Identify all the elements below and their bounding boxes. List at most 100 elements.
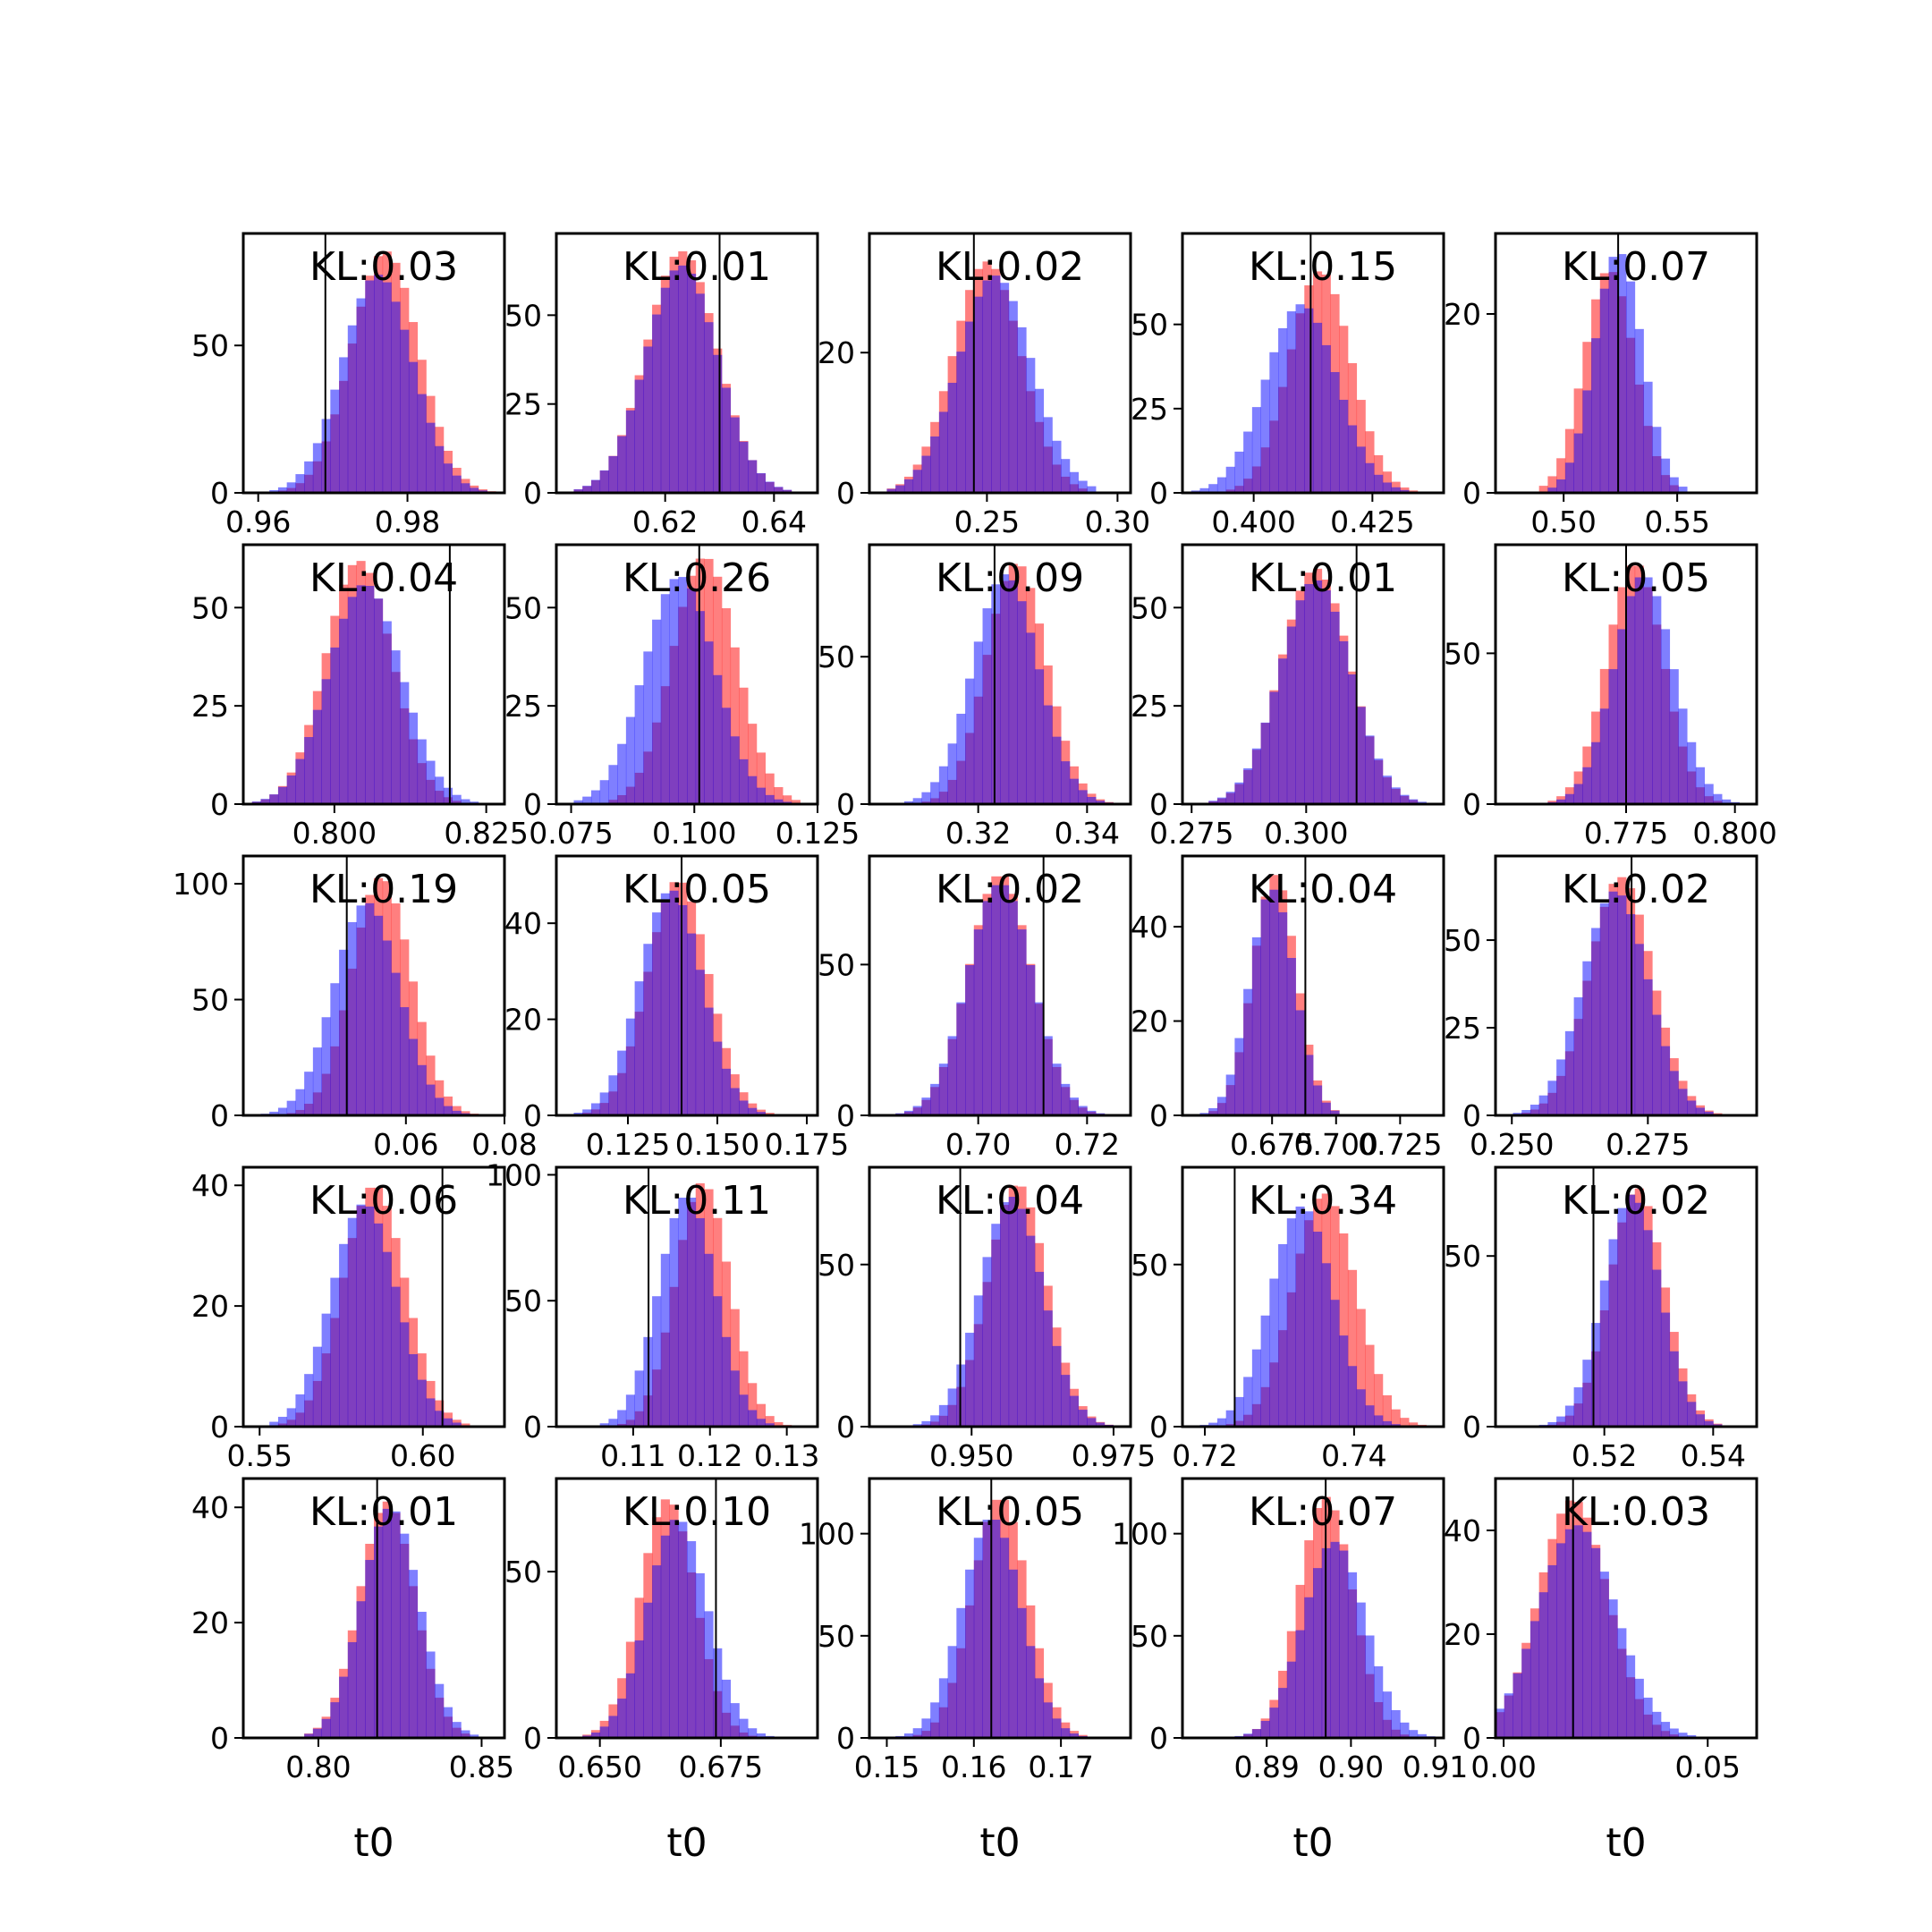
y-tick-label: 50 bbox=[818, 640, 855, 674]
blue-histogram-bar bbox=[1295, 600, 1305, 804]
blue-histogram-bar bbox=[1208, 484, 1218, 493]
blue-histogram-bar bbox=[625, 410, 635, 493]
blue-histogram-bar bbox=[426, 422, 436, 493]
blue-histogram-bar bbox=[599, 1423, 609, 1427]
kl-annotation: KL:0.07 bbox=[1562, 244, 1710, 290]
blue-histogram-bar bbox=[1278, 1688, 1288, 1738]
kl-annotation: KL:0.01 bbox=[1249, 555, 1397, 601]
y-tick-label: 25 bbox=[191, 689, 229, 724]
blue-histogram-bar bbox=[1608, 891, 1618, 1115]
blue-histogram-bar bbox=[1295, 1630, 1305, 1738]
x-tick-label: 0.62 bbox=[632, 504, 698, 539]
blue-histogram-bar bbox=[1564, 1405, 1574, 1427]
x-tick-label: 0.425 bbox=[1330, 504, 1414, 539]
blue-histogram-bar bbox=[1617, 254, 1627, 493]
blue-histogram-bar bbox=[1513, 1673, 1522, 1738]
blue-histogram-bar bbox=[903, 801, 914, 804]
blue-histogram-bar bbox=[1069, 471, 1079, 493]
blue-histogram-bar bbox=[982, 1520, 992, 1738]
blue-histogram-bar bbox=[1061, 459, 1071, 493]
blue-histogram-bar bbox=[748, 1728, 758, 1738]
y-tick-label: 40 bbox=[1444, 1513, 1481, 1548]
x-tick-label: 0.400 bbox=[1211, 504, 1295, 539]
x-tick-label: 0.50 bbox=[1530, 504, 1596, 539]
blue-histogram-bar bbox=[991, 275, 1001, 493]
kl-annotation: KL:0.11 bbox=[623, 1178, 771, 1224]
subplot-10: 0.775 0.800 0 50 KL:0.05 bbox=[1444, 543, 1777, 851]
blue-histogram-bar bbox=[1243, 988, 1253, 1115]
x-tick-label: 0.15 bbox=[854, 1750, 919, 1784]
blue-histogram-bar bbox=[608, 1075, 618, 1115]
blue-histogram-bar bbox=[1538, 1592, 1548, 1738]
blue-histogram-bar bbox=[947, 1036, 957, 1115]
x-tick-label: 0.74 bbox=[1321, 1438, 1386, 1473]
blue-histogram-bar bbox=[1304, 1597, 1314, 1738]
blue-histogram-bar bbox=[1599, 288, 1609, 493]
subplot-23: 0.15 0.16 0.17 0 50 100 KL:0.05 t0 bbox=[799, 1477, 1132, 1866]
blue-histogram-bar bbox=[982, 608, 992, 804]
blue-histogram-bar bbox=[739, 1100, 749, 1115]
blue-histogram-bar bbox=[1251, 748, 1261, 804]
blue-histogram-bar bbox=[687, 933, 697, 1115]
blue-histogram-bar bbox=[991, 1224, 1001, 1427]
blue-histogram-bar bbox=[678, 577, 688, 804]
red-histogram-bar bbox=[765, 773, 775, 804]
blue-histogram-bar bbox=[1382, 1420, 1392, 1427]
blue-histogram-bar bbox=[1564, 462, 1574, 493]
blue-histogram-bar bbox=[1564, 1030, 1574, 1115]
blue-histogram-bar bbox=[452, 1722, 462, 1738]
blue-histogram-bar bbox=[921, 1420, 931, 1427]
blue-histogram-bar bbox=[1043, 417, 1053, 493]
blue-histogram-bar bbox=[1061, 1375, 1071, 1427]
blue-histogram-bar bbox=[573, 800, 583, 804]
blue-histogram-bar bbox=[1591, 1323, 1601, 1427]
blue-histogram-bar bbox=[730, 417, 740, 493]
red-histogram-bar bbox=[739, 1351, 749, 1427]
blue-histogram-bar bbox=[1626, 281, 1636, 493]
blue-histogram-bar bbox=[1000, 1538, 1010, 1738]
blue-histogram-bar bbox=[1556, 799, 1566, 804]
blue-histogram-bar bbox=[1591, 741, 1601, 804]
blue-histogram-bar bbox=[443, 1106, 453, 1115]
kl-annotation: KL:0.04 bbox=[936, 1178, 1084, 1224]
blue-histogram-bar bbox=[1269, 1278, 1279, 1427]
kl-annotation: KL:0.15 bbox=[1249, 244, 1397, 290]
blue-histogram-bar bbox=[1043, 1310, 1053, 1427]
blue-histogram-bar bbox=[391, 1286, 401, 1427]
blue-histogram-bar bbox=[1660, 1722, 1671, 1738]
blue-histogram-bar bbox=[1660, 629, 1671, 804]
blue-histogram-bar bbox=[930, 1702, 940, 1738]
y-tick-label: 0 bbox=[523, 1098, 542, 1133]
blue-histogram-bar bbox=[443, 463, 453, 493]
subplot-11: 0.06 0.08 0 50 100 KL:0.19 bbox=[173, 854, 538, 1162]
blue-histogram-bar bbox=[590, 479, 601, 493]
blue-histogram-bar bbox=[356, 298, 366, 493]
blue-histogram-bar bbox=[1208, 1422, 1218, 1427]
blue-histogram-bar bbox=[1547, 487, 1557, 493]
blue-histogram-bar bbox=[339, 618, 349, 804]
blue-histogram-bar bbox=[1052, 1718, 1062, 1738]
blue-histogram-bar bbox=[461, 799, 470, 804]
blue-histogram-bar bbox=[452, 475, 462, 493]
blue-histogram-bar bbox=[1234, 1396, 1244, 1427]
blue-histogram-bar bbox=[1591, 1547, 1601, 1738]
blue-histogram-bar bbox=[1017, 601, 1027, 804]
blue-histogram-bar bbox=[965, 678, 975, 804]
blue-histogram-bar bbox=[625, 716, 635, 804]
x-tick-label: 0.650 bbox=[557, 1750, 641, 1784]
blue-histogram-bar bbox=[1538, 1095, 1548, 1115]
y-tick-label: 40 bbox=[191, 1168, 229, 1203]
axes-frame bbox=[242, 232, 506, 495]
blue-histogram-bar bbox=[1234, 782, 1244, 804]
blue-histogram-bar bbox=[912, 798, 922, 804]
blue-histogram-bar bbox=[1043, 1702, 1053, 1738]
blue-histogram-bar bbox=[1008, 301, 1018, 493]
y-tick-label: 0 bbox=[1149, 1721, 1168, 1756]
subplot-8: 0.32 0.34 0 50 KL:0.09 bbox=[818, 543, 1132, 851]
x-tick-label: 0.825 bbox=[444, 816, 528, 851]
y-tick-label: 25 bbox=[1131, 392, 1168, 427]
blue-histogram-bar bbox=[1304, 583, 1314, 804]
blue-histogram-bar bbox=[365, 586, 375, 804]
blue-histogram-bar bbox=[982, 1257, 992, 1427]
